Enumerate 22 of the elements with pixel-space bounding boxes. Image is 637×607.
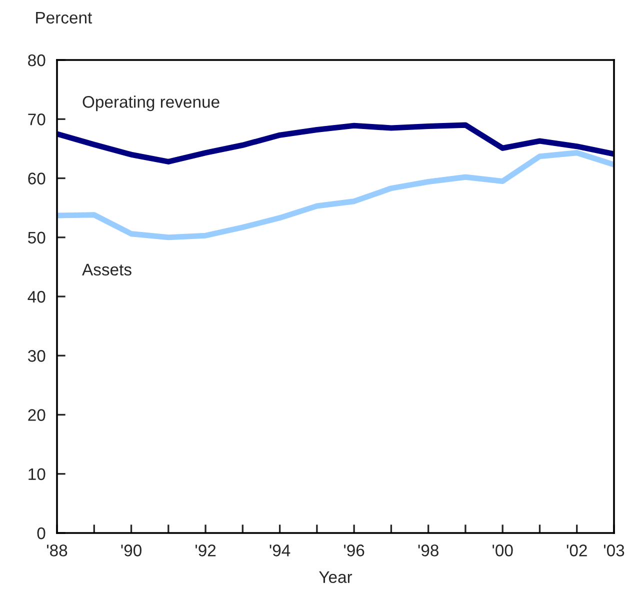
y-tick-label: 30 [28, 350, 46, 362]
y-tick-label: 10 [28, 468, 46, 480]
x-tick-label: '02 [566, 544, 587, 556]
x-tick-label: '98 [418, 544, 438, 556]
x-tick-label: '90 [121, 544, 142, 556]
y-tick-label: 0 [37, 527, 46, 540]
y-tick-label: 20 [28, 409, 46, 421]
x-tick-label: '96 [344, 544, 364, 556]
series-label: Assets [82, 264, 132, 276]
y-tick-label: 80 [28, 54, 46, 66]
x-tick-label: '94 [270, 544, 290, 556]
y-axis-title: Percent [36, 12, 92, 24]
x-tick-label: '88 [46, 544, 68, 556]
x-axis-title: Year [319, 571, 352, 583]
y-tick-label: 50 [28, 232, 46, 244]
x-tick-label: '00 [492, 544, 513, 556]
y-tick-label: 70 [28, 114, 46, 126]
y-tick-label: 60 [28, 172, 46, 184]
y-tick-label: 40 [28, 290, 46, 303]
x-tick-label: '03 [604, 544, 624, 556]
x-tick-label: '92 [196, 544, 216, 556]
series-label: Operating revenue [82, 96, 220, 112]
